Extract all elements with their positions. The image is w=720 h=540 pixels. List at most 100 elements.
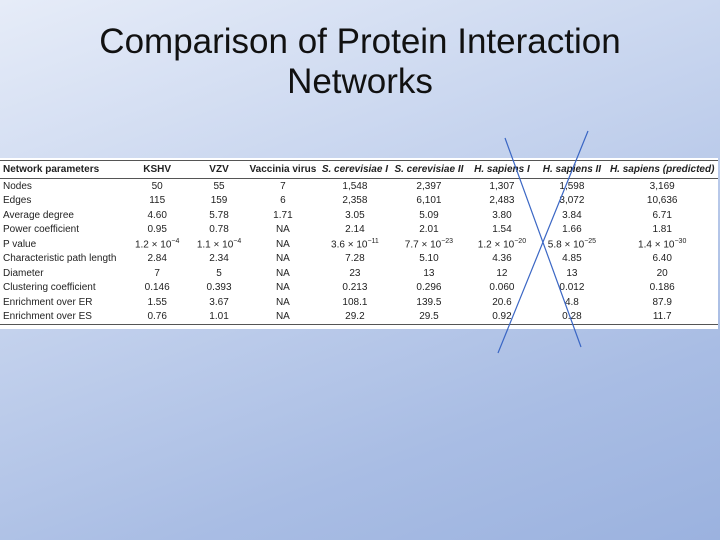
table-row: Average degree 4.60 5.78 1.71 3.05 5.09 3.80 3.… <box>0 208 718 223</box>
table-cell: 1.71 <box>273 209 293 221</box>
table-cell: 5.8 × 10−25 <box>537 237 606 252</box>
table-cell: 1,548 <box>342 180 368 192</box>
row-label: Average degree <box>3 209 74 221</box>
row-label: Diameter <box>3 267 44 279</box>
table-panel: Network parameters KSHV VZV Vaccinia virus S… <box>0 158 718 329</box>
table-cell: 3,072 <box>559 195 585 207</box>
column-header: Network parameters <box>0 160 124 179</box>
table-cell: 3.84 <box>562 209 582 221</box>
table-row: Diameter 7 5 NA 23 13 12 13 20 <box>0 266 718 281</box>
table-cell: 0.296 <box>416 282 442 294</box>
table-cell: 1.54 <box>492 224 512 236</box>
cell-base: 3.6 × 10 <box>331 239 368 251</box>
table-cell: 2,483 <box>489 195 515 207</box>
cell-exponent: −30 <box>674 238 687 246</box>
table-cell: NA <box>275 238 290 250</box>
cell-exponent: −23 <box>441 238 454 246</box>
table-row: Power coefficient 0.95 0.78 NA 2.14 2.01 1.54 1… <box>0 223 718 238</box>
cell-base: 1.4 × 10 <box>638 239 675 251</box>
table-cell: 13 <box>566 267 578 279</box>
table-cell: 55 <box>213 180 225 192</box>
cell-exponent: −4 <box>233 238 242 246</box>
table-cell: 115 <box>149 195 166 207</box>
table-cell: 29.5 <box>391 309 467 325</box>
table-cell: 159 <box>210 195 228 207</box>
table-cell: 139.5 <box>416 296 442 308</box>
table-body: Nodes 50 55 7 1,548 2,397 1,307 1,598 3,169 Edges… <box>0 179 718 325</box>
row-label: Edges <box>3 195 32 207</box>
table-cell: 7.7 × 10−23 <box>391 237 466 252</box>
table-cell: 4.60 <box>147 209 167 221</box>
table-cell: 1.55 <box>147 296 167 308</box>
table-cell: 20.6 <box>492 296 512 308</box>
table-cell: 0.76 <box>123 309 191 325</box>
table-row: P value 1.2 × 10−4 1.1 × 10−4 NA 3.6 × 10−11… <box>0 237 718 252</box>
table-cell: 12 <box>496 267 508 279</box>
table-cell: 2.34 <box>209 253 229 265</box>
table-row: Edges 115 159 6 2,358 6,101 2,483 3,072 10,636 <box>0 194 718 209</box>
table-cell: 4.8 <box>564 296 579 308</box>
table-cell: 7.28 <box>345 253 365 265</box>
table-cell: 1.1 × 10−4 <box>191 237 248 252</box>
column-header: H. sapiens II <box>537 160 607 179</box>
table-cell: 1.2 × 10−4 <box>124 237 191 252</box>
cell-exponent: −4 <box>171 238 180 246</box>
table-cell: 5.10 <box>419 253 439 265</box>
table-cell: 1.81 <box>652 224 672 236</box>
row-label: Nodes <box>3 180 32 192</box>
table-cell: 0.78 <box>209 224 229 236</box>
table-cell: 3,169 <box>649 180 675 192</box>
table-row: Clustering coefficient 0.146 0.393 NA 0.213 0… <box>0 281 718 296</box>
cell-base: 1.2 × 10 <box>477 239 515 251</box>
table-cell: 6 <box>280 195 286 207</box>
comparison-table: Network parameters KSHV VZV Vaccinia virus S… <box>0 160 718 325</box>
table-cell: 0.92 <box>466 309 538 325</box>
table-cell: 1.66 <box>562 224 582 236</box>
table-cell: 1,307 <box>489 180 515 192</box>
table-cell: NA <box>247 309 319 325</box>
header-row: Network parameters KSHV VZV Vaccinia virus S… <box>0 160 718 179</box>
table-cell: NA <box>275 253 290 265</box>
table-cell: 50 <box>151 180 163 192</box>
column-header: H. sapiens I <box>466 160 538 179</box>
row-label: Clustering coefficient <box>3 282 96 294</box>
cell-exponent: −20 <box>514 238 527 246</box>
table-row: Enrichment over ES 0.76 1.01 NA 29.2 29.5 0.92… <box>0 309 718 325</box>
row-label: Enrichment over ES <box>0 309 124 325</box>
table-cell: 0.28 <box>537 309 607 325</box>
table-cell: 0.186 <box>649 282 675 294</box>
table-cell: 6,101 <box>416 195 442 207</box>
row-label: P value <box>3 238 37 250</box>
table-cell: 2.84 <box>147 253 167 265</box>
column-header: VZV <box>190 160 248 179</box>
table-cell: 4.36 <box>492 253 512 265</box>
table-cell: 5.78 <box>209 209 229 221</box>
table-cell: 0.213 <box>342 282 368 294</box>
cell-base: 1.2 × 10 <box>134 239 172 251</box>
slide-title: Comparison of Protein Interaction Networ… <box>99 22 621 101</box>
table-cell: 0.012 <box>559 282 585 294</box>
cell-base: 1.1 × 10 <box>196 239 234 251</box>
column-header: S. cerevisiae I <box>318 160 392 179</box>
table-cell: 3.67 <box>209 296 229 308</box>
table-cell: 7 <box>154 267 160 279</box>
cell-exponent: −25 <box>584 238 597 246</box>
table-cell: 10,636 <box>646 195 678 207</box>
table-cell: 0.060 <box>489 282 515 294</box>
table-cell: 108.1 <box>342 296 368 308</box>
table-cell: 1.01 <box>190 309 248 325</box>
row-label: Enrichment over ER <box>3 296 93 308</box>
column-header: H. sapiens (predicted) <box>606 160 718 179</box>
table-cell: 1.2 × 10−20 <box>466 237 537 252</box>
table-cell: 20 <box>656 267 668 279</box>
table-cell: 3.6 × 10−11 <box>318 237 391 252</box>
table-cell: NA <box>275 224 290 236</box>
table-cell: 1,598 <box>559 180 585 192</box>
table-cell: 6.71 <box>652 209 672 221</box>
table-cell: 2,358 <box>342 195 368 207</box>
table-cell: 3.80 <box>492 209 512 221</box>
table-cell: 2.01 <box>419 224 439 236</box>
table-cell: 5.09 <box>419 209 439 221</box>
column-header: S. cerevisiae II <box>391 160 467 179</box>
